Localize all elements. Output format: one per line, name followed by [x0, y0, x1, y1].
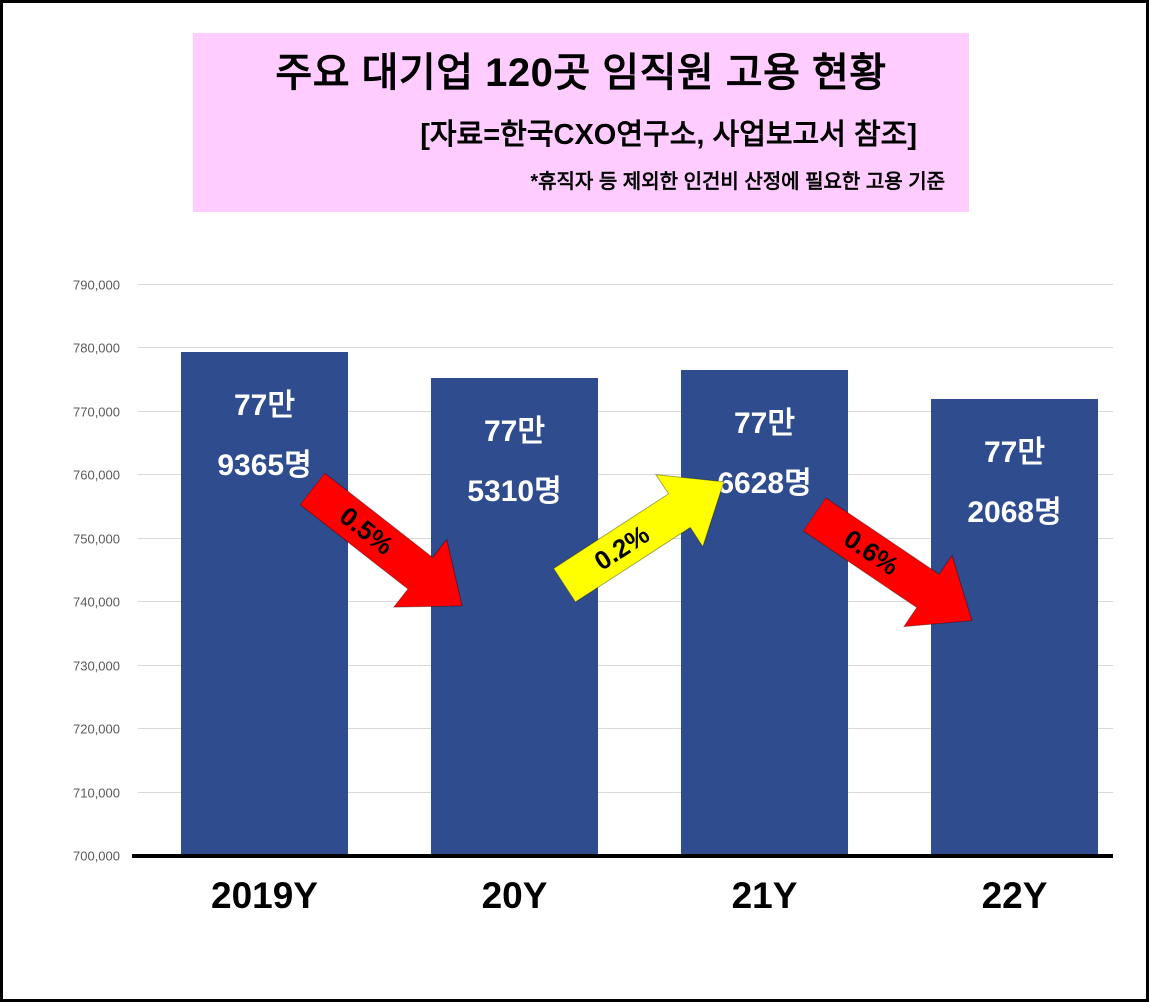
bar-value-label: 77만 2068명	[931, 399, 1098, 543]
bar-20: 77만 5310명	[431, 378, 598, 856]
gridline	[138, 791, 1113, 793]
y-tick-label: 760,000	[73, 467, 120, 483]
y-tick-label: 770,000	[73, 404, 120, 420]
x-tick-20: 20Y	[481, 875, 548, 916]
gridline	[138, 410, 1113, 412]
chart-source: [자료=한국CXO연구소, 사업보고서 참조]	[420, 119, 917, 151]
chart-footnote: *휴직자 등 제외한 인건비 산정에 필요한 고용 기준	[530, 171, 945, 193]
x-axis: 2019Y 20Y 21Y 22Y	[138, 875, 1113, 935]
bar-value-line1: 77만	[234, 389, 295, 423]
y-tick-label: 710,000	[73, 785, 120, 801]
gridline	[138, 474, 1113, 476]
bar-value-label: 77만 9365명	[181, 352, 348, 496]
bar-22: 77만 2068명	[931, 398, 1098, 856]
y-tick-label: 790,000	[73, 277, 120, 293]
bar-value-line1: 77만	[984, 435, 1045, 469]
decrease-arrow-icon: 0.5%	[285, 453, 492, 642]
x-axis-line	[132, 854, 1113, 858]
gridline	[138, 728, 1113, 730]
bar-value-line2: 9365명	[217, 449, 312, 483]
y-axis: 700,000 710,000 720,000 730,000 740,000 750,0…	[3, 278, 128, 864]
y-tick-label: 700,000	[73, 848, 120, 864]
bar-value-line1: 77만	[484, 415, 545, 449]
bar-value-line2: 5310명	[467, 475, 562, 509]
gridline	[138, 284, 1113, 285]
y-tick-label: 740,000	[73, 594, 120, 610]
increase-arrow-icon: 0.2%	[540, 443, 750, 623]
x-tick-22: 22Y	[981, 875, 1048, 916]
y-tick-label: 780,000	[73, 340, 120, 356]
x-tick-2019: 2019Y	[211, 875, 318, 916]
chart-title: 주요 대기업 120곳 임직원 고용 현황	[275, 51, 887, 95]
chart-header: 주요 대기업 120곳 임직원 고용 현황 [자료=한국CXO연구소, 사업보고…	[193, 33, 969, 212]
bar-21: 77만 6628명	[681, 369, 848, 856]
y-tick-label: 730,000	[73, 658, 120, 674]
bar-value-label: 77만 6628명	[681, 370, 848, 514]
gridline	[138, 347, 1113, 349]
x-tick-21: 21Y	[731, 875, 798, 916]
decrease-arrow-icon: 0.6%	[789, 477, 999, 659]
bar-value-line1: 77만	[734, 406, 795, 440]
bar-value-line2: 6628명	[717, 466, 812, 500]
gridline	[138, 601, 1113, 603]
bar-value-line2: 2068명	[967, 495, 1062, 529]
bar-2019: 77만 9365명	[181, 352, 348, 856]
gridline	[138, 664, 1113, 666]
bar-value-label: 77만 5310명	[431, 378, 598, 522]
y-tick-label: 720,000	[73, 721, 120, 737]
y-tick-label: 750,000	[73, 531, 120, 547]
